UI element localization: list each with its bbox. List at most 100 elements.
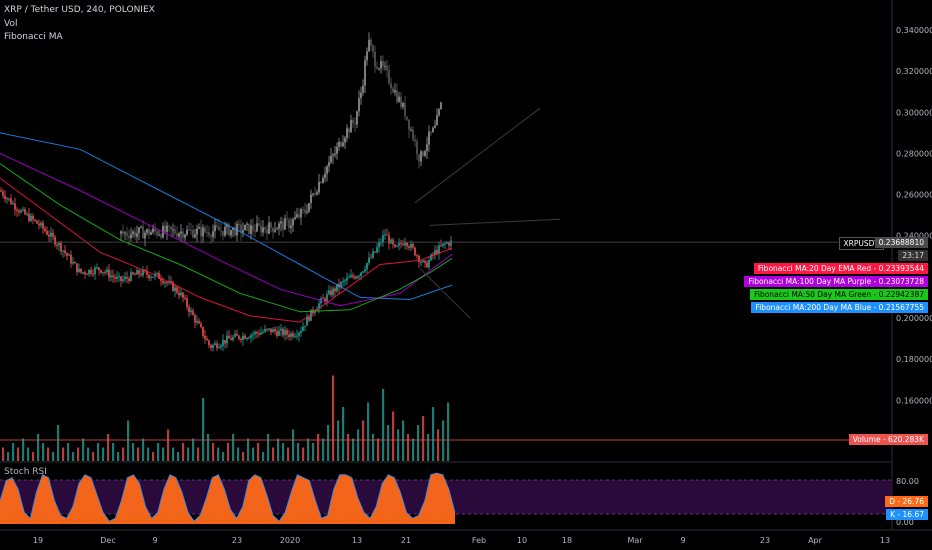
volume-bar: [77, 447, 80, 461]
volume-bar: [82, 438, 85, 461]
candle-body: [186, 298, 188, 307]
candle-body: [114, 276, 116, 279]
overlay-candle-body: [134, 231, 136, 237]
volume-bar: [352, 438, 355, 461]
overlay-candle-body: [284, 218, 286, 230]
candle-body: [240, 338, 242, 340]
volume-bar: [47, 447, 50, 461]
overlay-candle-body: [142, 226, 144, 239]
candle-body: [44, 228, 46, 231]
volume-value-tag: Volume - 620.283K: [848, 434, 928, 445]
candle-body: [386, 234, 388, 236]
price-tick-label: 0.20000000: [896, 314, 932, 323]
candle-body: [162, 280, 164, 284]
candle-body: [216, 343, 218, 349]
overlay-candle-body: [366, 51, 368, 61]
volume-bar: [112, 443, 115, 461]
volume-bar: [277, 438, 280, 461]
overlay-candle-body: [144, 232, 146, 239]
volume-bar: [442, 420, 445, 461]
overlay-candle-body: [338, 141, 340, 147]
candle-body: [160, 278, 162, 281]
volume-bar: [17, 447, 20, 461]
volume-bar: [392, 411, 395, 461]
candle-body: [350, 275, 352, 278]
overlay-candle-body: [374, 51, 376, 67]
candle-body: [182, 292, 184, 298]
candle-body: [140, 274, 142, 276]
volume-bar: [232, 434, 235, 461]
candle-body: [254, 332, 256, 335]
candle-body: [256, 332, 258, 334]
candle-body: [272, 329, 274, 333]
time-tick-label: 19: [33, 536, 43, 545]
overlay-candle-body: [194, 234, 196, 238]
candle-body: [334, 288, 336, 292]
candle-body: [88, 269, 90, 275]
overlay-candle-body: [418, 154, 420, 162]
candle-body: [170, 281, 172, 283]
candle-body: [118, 276, 120, 278]
stoch-k-line: [0, 472, 456, 522]
candle-body: [180, 292, 182, 296]
candle-body: [412, 243, 414, 248]
overlay-candle-body: [336, 146, 338, 154]
volume-bar: [307, 438, 310, 461]
volume-bar: [267, 434, 270, 461]
candle-body: [46, 230, 48, 235]
ma200-value-tag: Fibonacci MA:200 Day MA Blue - 0.2156775…: [751, 302, 928, 313]
volume-bar: [147, 447, 150, 461]
candle-body: [318, 303, 320, 310]
price-tick-label: 0.32000000: [896, 67, 932, 76]
candle-body: [250, 334, 252, 338]
volume-bar: [87, 447, 90, 461]
candle-body: [330, 290, 332, 296]
candle-body: [112, 275, 114, 277]
volume-indicator-label[interactable]: Vol: [4, 19, 18, 29]
overlay-candle-body: [302, 209, 304, 211]
candle-body: [172, 282, 174, 291]
candle-body: [60, 243, 62, 252]
candle-body: [376, 247, 378, 253]
candle-body: [286, 330, 288, 335]
volume-bar: [177, 452, 180, 461]
stoch-rsi-indicator-label[interactable]: Stoch RSI: [4, 467, 47, 477]
candle-body: [124, 276, 126, 280]
volume-bar: [367, 402, 370, 461]
price-axis[interactable]: 0.34000000 0.32000000 0.30000000 0.28000000…: [896, 26, 932, 527]
candle-body: [366, 263, 368, 270]
volume-bar: [362, 420, 365, 461]
candle-body: [296, 335, 298, 337]
overlay-candle-body: [362, 85, 364, 93]
overlay-candle-body: [408, 119, 410, 130]
candle-body: [48, 234, 50, 237]
overlay-candle-body: [180, 231, 182, 234]
candle-body: [362, 271, 364, 273]
fibonacci-ma-indicator-label[interactable]: Fibonacci MA: [4, 32, 63, 42]
overlay-candle-body: [276, 228, 278, 230]
candle-body: [138, 270, 140, 275]
volume-bar: [192, 438, 195, 461]
candle-body: [152, 276, 154, 278]
overlay-candle-body: [120, 231, 122, 234]
overlay-candle-body: [368, 39, 370, 52]
overlay-candle-body: [256, 223, 258, 232]
candle-body: [408, 246, 410, 248]
candle-body: [242, 335, 244, 340]
time-axis[interactable]: 19 Dec 9 23 2020 13 21 Feb 10 18 Mar 9 23 Apr 13: [33, 536, 890, 545]
symbol-title[interactable]: XRP / Tether USD, 240, POLONIEX: [4, 5, 155, 15]
candle-body: [324, 298, 326, 302]
candle-body: [166, 282, 168, 284]
candle-body: [22, 209, 24, 211]
candle-body: [384, 234, 386, 236]
candle-body: [102, 272, 104, 274]
overlay-candle-body: [402, 103, 404, 108]
candle-body: [52, 232, 54, 237]
candle-body: [116, 276, 118, 279]
candle-body: [244, 335, 246, 339]
overlay-candle-body: [410, 129, 412, 131]
candle-body: [126, 276, 128, 279]
overlay-candle-body: [364, 60, 366, 86]
volume-bar: [292, 429, 295, 461]
